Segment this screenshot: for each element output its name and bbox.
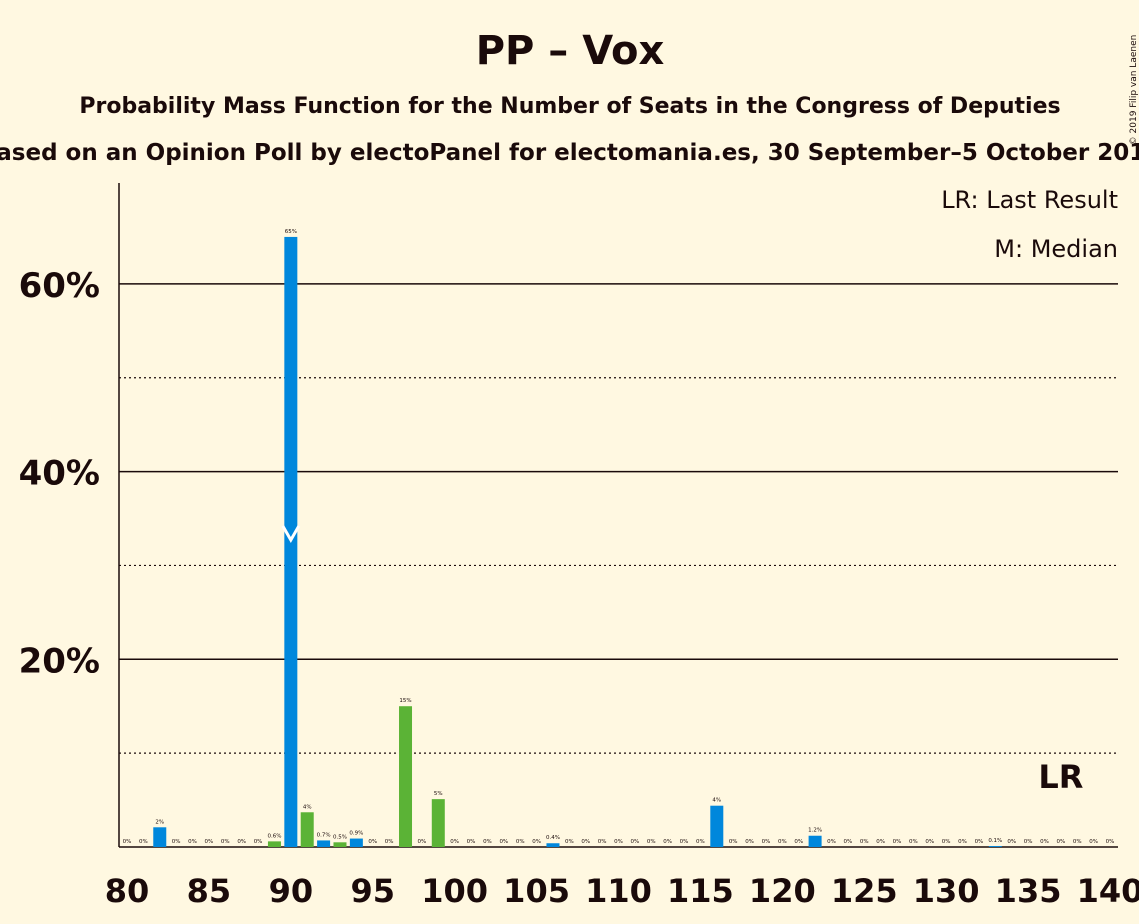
value-label: 0% [385,839,394,845]
value-label: 0% [123,839,132,845]
x-tick-label: 105 [503,872,570,910]
value-label: 0% [762,839,771,845]
x-tick-label: 95 [350,872,395,910]
bar [431,799,445,847]
value-label: 0% [958,839,967,845]
last-result-label: LR [1038,758,1083,796]
value-label: 0% [843,839,852,845]
x-tick-label: 140 [1077,872,1139,910]
value-label: 15% [399,698,411,704]
value-label: 0% [1007,839,1016,845]
x-tick-label: 130 [913,872,980,910]
x-tick-label: 115 [667,872,734,910]
bar [349,838,363,847]
value-label: 0% [729,839,738,845]
value-label: 0% [1106,839,1115,845]
bar [399,706,413,847]
y-tick-label: 20% [19,641,100,681]
value-label: 0% [368,839,377,845]
value-label: 0% [172,839,181,845]
value-label: 0% [1024,839,1033,845]
chart-subtitle: Probability Mass Function for the Number… [79,94,1060,119]
value-label: 0% [975,839,984,845]
y-tick-label: 60% [19,266,100,306]
bar [267,841,281,847]
value-label: 0% [499,839,508,845]
value-label: 0% [450,839,459,845]
value-label: 0% [1040,839,1049,845]
bar [333,842,347,847]
value-label: 0% [532,839,541,845]
value-label: 0% [467,839,476,845]
bar [317,840,331,847]
chart-title: PP – Vox [476,28,665,74]
median-marker [281,525,301,544]
value-label: 0% [205,839,214,845]
value-label: 0% [565,839,574,845]
value-label: 0% [827,839,836,845]
value-label: 0.7% [317,832,331,838]
value-label: 0% [942,839,951,845]
bar [300,812,314,847]
x-tick-label: 125 [831,872,898,910]
value-label: 0% [598,839,607,845]
value-label: 0% [516,839,525,845]
x-tick-label: 80 [105,872,150,910]
x-tick-label: 100 [421,872,488,910]
x-tick-label: 90 [269,872,314,910]
value-label: 65% [285,229,297,235]
y-tick-label: 40% [19,454,100,494]
x-tick-label: 110 [585,872,652,910]
value-label: 0% [794,839,803,845]
value-label: 0% [1089,839,1098,845]
value-label: 0% [745,839,754,845]
value-label: 0% [778,839,787,845]
value-label: 0.5% [333,834,347,840]
value-label: 0.6% [267,833,281,839]
value-label: 0% [876,839,885,845]
value-label: 2% [155,819,164,825]
value-label: 0% [1056,839,1065,845]
value-label: 0% [1073,839,1082,845]
value-label: 0% [614,839,623,845]
value-label: 5% [434,791,443,797]
x-tick-label: 85 [187,872,232,910]
value-label: 0% [139,839,148,845]
value-label: 4% [303,804,312,810]
copyright: © 2019 Filip van Laenen [1129,35,1139,146]
x-tick-label: 120 [749,872,816,910]
value-label: 0% [647,839,656,845]
value-label: 0.1% [988,838,1002,844]
value-label: 0% [254,839,263,845]
chart-subtitle: Based on an Opinion Poll by electoPanel … [0,140,1139,166]
value-label: 0% [925,839,934,845]
bar [988,846,1002,847]
value-label: 0% [860,839,869,845]
value-label: 0.9% [349,831,363,837]
legend-entry: LR: Last Result [941,186,1118,214]
bar [710,805,724,847]
value-label: 0% [221,839,230,845]
legend-entry: M: Median [994,235,1118,263]
bar [153,827,167,847]
x-tick-label: 135 [995,872,1062,910]
value-label: 0% [663,839,672,845]
value-label: 0% [893,839,902,845]
bar [546,843,560,847]
value-label: 0% [581,839,590,845]
value-label: 4% [712,798,721,804]
value-label: 0% [680,839,689,845]
value-label: 0.4% [546,835,560,841]
value-label: 0% [188,839,197,845]
value-label: 0% [631,839,640,845]
value-label: 0% [418,839,427,845]
bar [808,835,822,847]
value-label: 0% [237,839,246,845]
value-label: 1.2% [808,828,822,834]
value-label: 0% [696,839,705,845]
value-label: 0% [909,839,918,845]
value-label: 0% [483,839,492,845]
